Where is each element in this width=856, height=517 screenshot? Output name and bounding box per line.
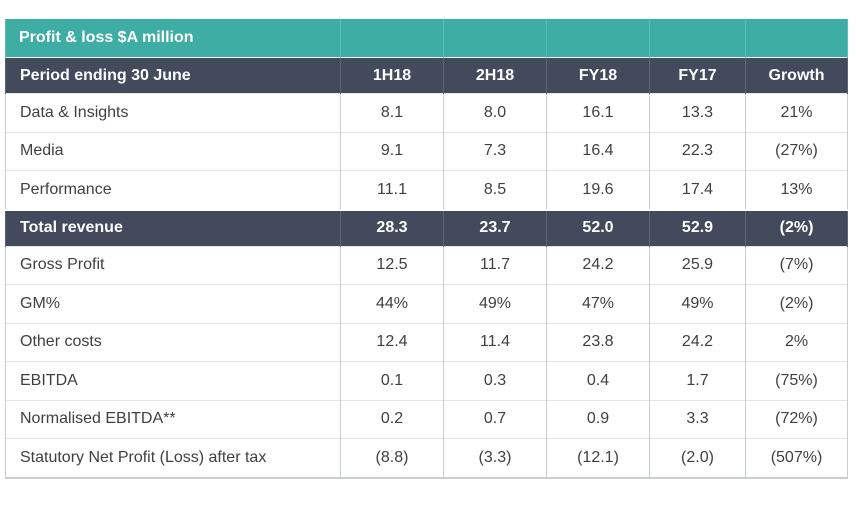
table-title: Profit & loss $A million <box>5 19 341 58</box>
header-col-fy18: FY18 <box>546 57 650 94</box>
row-value: 3.3 <box>649 399 746 439</box>
header-period-label: Period ending 30 June <box>5 57 341 94</box>
row-value: 1.7 <box>649 361 746 400</box>
row-value: 11.1 <box>340 170 444 210</box>
row-value: 0.1 <box>340 361 444 400</box>
header-col-2h18: 2H18 <box>443 57 547 94</box>
row-value: 44% <box>340 284 444 323</box>
row-value: (27%) <box>745 131 848 171</box>
table-title-row: Profit & loss $A million <box>5 19 848 58</box>
table-row: Other costs 12.4 11.4 23.8 24.2 2% <box>5 322 848 362</box>
row-label: Statutory Net Profit (Loss) after tax <box>5 438 341 479</box>
row-label: Performance <box>5 170 341 210</box>
row-value: (7%) <box>745 245 848 285</box>
header-col-1h18: 1H18 <box>340 57 444 94</box>
table-row: Normalised EBITDA** 0.2 0.7 0.9 3.3 (72%) <box>5 399 848 439</box>
title-cell-blank <box>340 19 444 58</box>
row-value: 47% <box>546 284 650 323</box>
row-value: 0.2 <box>340 399 444 439</box>
row-value: (507%) <box>745 438 848 479</box>
row-value: (2.0) <box>649 438 746 479</box>
table-row: Data & Insights 8.1 8.0 16.1 13.3 21% <box>5 93 848 132</box>
row-label: Gross Profit <box>5 245 341 285</box>
title-cell-blank <box>649 19 746 58</box>
table-row: Gross Profit 12.5 11.7 24.2 25.9 (7%) <box>5 245 848 285</box>
row-value: 9.1 <box>340 131 444 171</box>
row-value: 0.7 <box>443 399 547 439</box>
row-value: 16.1 <box>546 93 650 132</box>
row-label: Data & Insights <box>5 93 341 132</box>
table-row: GM% 44% 49% 47% 49% (2%) <box>5 284 848 323</box>
row-value: 23.7 <box>443 208 547 246</box>
row-value: (2%) <box>745 208 848 246</box>
row-label: Total revenue <box>5 208 341 246</box>
table-row: Performance 11.1 8.5 19.6 17.4 13% <box>5 170 848 210</box>
row-value: 23.8 <box>546 322 650 362</box>
row-value: 52.9 <box>649 208 746 246</box>
row-value: 52.0 <box>546 208 650 246</box>
row-value: 24.2 <box>649 322 746 362</box>
row-label: Normalised EBITDA** <box>5 399 341 439</box>
row-value: 11.7 <box>443 245 547 285</box>
row-value: (3.3) <box>443 438 547 479</box>
row-value: 13.3 <box>649 93 746 132</box>
table-row: EBITDA 0.1 0.3 0.4 1.7 (75%) <box>5 361 848 400</box>
row-value: (8.8) <box>340 438 444 479</box>
table-row: Statutory Net Profit (Loss) after tax (8.… <box>5 438 848 479</box>
row-value: (75%) <box>745 361 848 400</box>
row-value: 24.2 <box>546 245 650 285</box>
row-value: 8.5 <box>443 170 547 210</box>
row-value: (2%) <box>745 284 848 323</box>
row-label: Media <box>5 131 341 171</box>
total-row: Total revenue 28.3 23.7 52.0 52.9 (2%) <box>5 208 848 246</box>
row-value: 21% <box>745 93 848 132</box>
row-value: 8.1 <box>340 93 444 132</box>
profit-loss-table-container: Profit & loss $A million Period ending 3… <box>5 19 848 479</box>
row-value: 16.4 <box>546 131 650 171</box>
row-label: EBITDA <box>5 361 341 400</box>
row-value: 11.4 <box>443 322 547 362</box>
row-value: 0.9 <box>546 399 650 439</box>
table-row: Media 9.1 7.3 16.4 22.3 (27%) <box>5 131 848 171</box>
row-value: 8.0 <box>443 93 547 132</box>
row-value: 49% <box>649 284 746 323</box>
row-value: 17.4 <box>649 170 746 210</box>
row-value: (72%) <box>745 399 848 439</box>
table-header-row: Period ending 30 June 1H18 2H18 FY18 FY1… <box>5 57 848 94</box>
header-col-growth: Growth <box>745 57 848 94</box>
title-cell-blank <box>443 19 547 58</box>
row-value: 13% <box>745 170 848 210</box>
row-label: GM% <box>5 284 341 323</box>
row-value: 49% <box>443 284 547 323</box>
row-value: 12.4 <box>340 322 444 362</box>
header-col-fy17: FY17 <box>649 57 746 94</box>
row-label: Other costs <box>5 322 341 362</box>
row-value: 7.3 <box>443 131 547 171</box>
row-value: 19.6 <box>546 170 650 210</box>
row-value: (12.1) <box>546 438 650 479</box>
row-value: 25.9 <box>649 245 746 285</box>
title-cell-blank <box>546 19 650 58</box>
row-value: 0.3 <box>443 361 547 400</box>
row-value: 2% <box>745 322 848 362</box>
row-value: 28.3 <box>340 208 444 246</box>
title-cell-blank <box>745 19 848 58</box>
row-value: 22.3 <box>649 131 746 171</box>
row-value: 12.5 <box>340 245 444 285</box>
profit-loss-table: Profit & loss $A million Period ending 3… <box>5 19 848 479</box>
row-value: 0.4 <box>546 361 650 400</box>
